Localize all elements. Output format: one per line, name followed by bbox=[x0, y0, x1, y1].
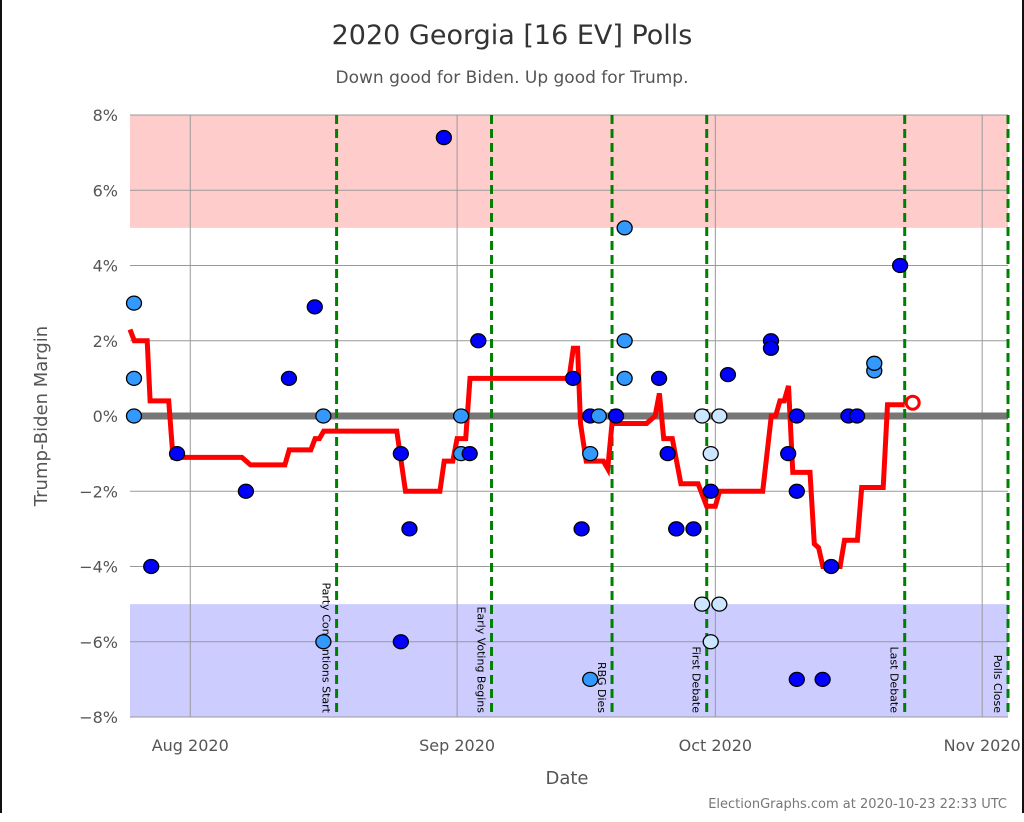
poll-point bbox=[143, 558, 160, 575]
poll-point bbox=[780, 445, 797, 462]
poll-point bbox=[168, 445, 186, 462]
poll-point bbox=[693, 596, 711, 612]
footer-credit: ElectionGraphs.com at 2020-10-23 22:33 U… bbox=[708, 797, 1007, 812]
y-tick-label: −2% bbox=[79, 482, 118, 501]
x-tick-label: Nov 2020 bbox=[944, 736, 1021, 755]
poll-point bbox=[866, 355, 883, 371]
y-tick-label: 8% bbox=[93, 106, 118, 125]
x-axis-label: Date bbox=[545, 768, 588, 789]
poll-point bbox=[702, 483, 719, 499]
poll-point bbox=[702, 445, 719, 462]
y-tick-label: −8% bbox=[79, 708, 118, 727]
poll-point bbox=[582, 445, 599, 462]
poll-point bbox=[607, 408, 625, 424]
shaded-band bbox=[130, 604, 1008, 717]
y-tick-label: 6% bbox=[93, 181, 118, 200]
poll-point bbox=[306, 299, 323, 315]
poll-point bbox=[582, 671, 599, 688]
poll-point bbox=[573, 521, 590, 537]
event-label: Last Debate bbox=[888, 647, 901, 714]
x-tick-label: Aug 2020 bbox=[152, 736, 229, 755]
event-label: First Debate bbox=[690, 646, 703, 713]
poll-point bbox=[814, 671, 831, 688]
poll-point bbox=[315, 408, 332, 424]
poll-point bbox=[788, 671, 805, 688]
y-tick-label: 0% bbox=[93, 407, 118, 426]
poll-point bbox=[452, 408, 470, 424]
poll-point bbox=[125, 295, 143, 311]
poll-point bbox=[564, 370, 582, 387]
current-average-marker bbox=[904, 394, 921, 411]
poll-point bbox=[659, 445, 676, 462]
poll-point bbox=[685, 521, 702, 537]
poll-point bbox=[590, 408, 607, 424]
poll-point bbox=[392, 634, 409, 650]
poll-point bbox=[788, 408, 805, 424]
poll-point bbox=[762, 340, 780, 356]
poll-point bbox=[616, 220, 633, 236]
poll-point bbox=[693, 408, 711, 424]
poll-point bbox=[702, 634, 719, 650]
y-axis-label: Trump-Biden Margin bbox=[31, 326, 52, 507]
poll-point bbox=[719, 366, 737, 383]
event-label: Polls Close bbox=[991, 655, 1004, 714]
poll-point bbox=[125, 408, 143, 424]
poll-point bbox=[435, 129, 453, 146]
event-label: RBG Dies bbox=[595, 662, 608, 713]
poll-point bbox=[237, 483, 255, 499]
x-tick-label: Oct 2020 bbox=[679, 736, 752, 755]
y-tick-label: −4% bbox=[79, 558, 118, 577]
shaded-band bbox=[130, 115, 1008, 228]
y-tick-label: 2% bbox=[93, 332, 118, 351]
poll-point bbox=[125, 370, 143, 387]
poll-point bbox=[392, 445, 409, 462]
poll-point bbox=[315, 634, 332, 650]
poll-point bbox=[848, 408, 866, 424]
poll-point bbox=[461, 445, 478, 462]
chart-subtitle: Down good for Biden. Up good for Trump. bbox=[336, 68, 689, 88]
y-tick-label: −6% bbox=[79, 633, 118, 652]
poll-point bbox=[616, 333, 633, 349]
poll-point bbox=[711, 408, 728, 424]
poll-point bbox=[891, 257, 909, 274]
poll-point bbox=[668, 521, 685, 537]
poll-point bbox=[711, 596, 728, 612]
average-line bbox=[127, 328, 905, 569]
x-tick-label: Sep 2020 bbox=[419, 736, 495, 755]
poll-point bbox=[788, 483, 805, 499]
poll-point bbox=[280, 370, 298, 387]
poll-point bbox=[401, 521, 418, 537]
poll-point bbox=[616, 370, 633, 387]
poll-point bbox=[823, 558, 840, 575]
event-label: Early Voting Begins bbox=[475, 606, 488, 713]
poll-point bbox=[650, 370, 668, 387]
y-tick-label: 4% bbox=[93, 257, 118, 276]
chart-title: 2020 Georgia [16 EV] Polls bbox=[332, 20, 693, 51]
poll-point bbox=[470, 333, 487, 349]
